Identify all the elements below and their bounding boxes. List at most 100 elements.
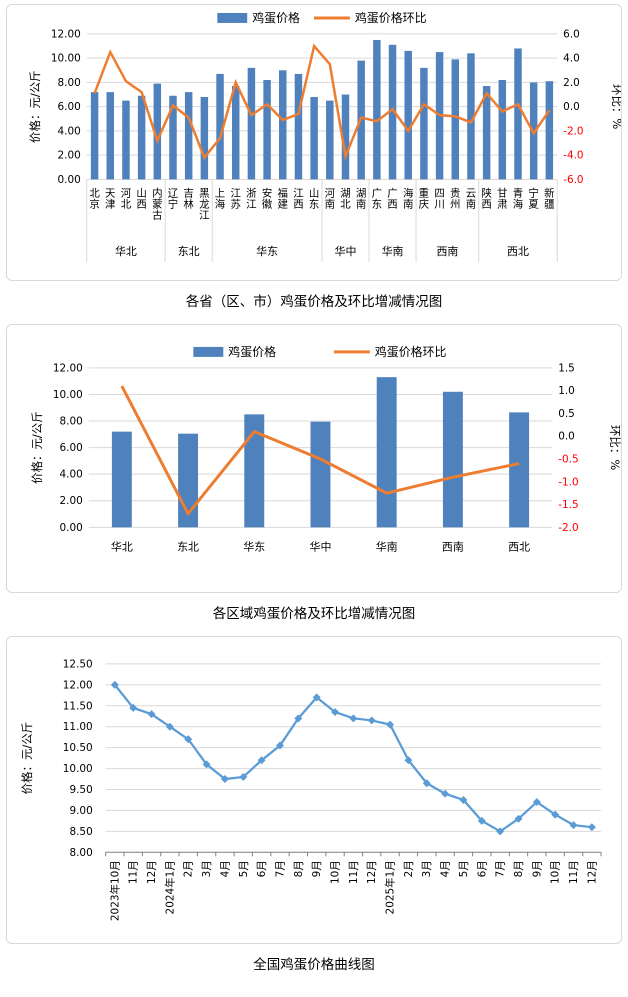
svg-text:福建: 福建 [278, 186, 289, 210]
svg-text:-2.0: -2.0 [563, 125, 583, 137]
svg-text:价格：元/公斤: 价格：元/公斤 [28, 70, 42, 143]
region-chart-panel: 0.00 2.00 4.00 6.00 8.00 10.00 12.00 -2.0 -1.5 -1… [6, 324, 622, 594]
svg-text:11月: 11月 [128, 860, 140, 884]
svg-text:江西: 江西 [293, 187, 304, 210]
svg-text:-1.5: -1.5 [558, 499, 578, 511]
svg-text:8月: 8月 [293, 860, 305, 877]
svg-text:华中: 华中 [310, 539, 332, 553]
svg-text:12.00: 12.00 [51, 28, 81, 40]
svg-text:9月: 9月 [531, 860, 543, 877]
legend: 鸡蛋价格 鸡蛋价格环比 [217, 10, 427, 25]
svg-text:12.50: 12.50 [63, 659, 93, 671]
svg-text:4月: 4月 [219, 860, 231, 877]
svg-text:5月: 5月 [458, 860, 470, 877]
svg-text:华东: 华东 [243, 539, 265, 553]
svg-text:2024年1月: 2024年1月 [163, 860, 176, 914]
svg-text:内蒙古: 内蒙古 [152, 186, 162, 221]
svg-text:宁夏: 宁夏 [528, 186, 539, 210]
svg-text:2.00: 2.00 [57, 150, 80, 162]
mom-line [93, 43, 551, 161]
svg-text:浙江: 浙江 [246, 187, 257, 210]
svg-text:华北: 华北 [111, 539, 133, 553]
svg-text:8.00: 8.00 [59, 416, 82, 428]
svg-text:6月: 6月 [476, 860, 488, 877]
legend: 鸡蛋价格 鸡蛋价格环比 [193, 344, 447, 359]
svg-text:2025年1月: 2025年1月 [384, 860, 397, 914]
svg-text:西北: 西北 [508, 540, 530, 553]
price-line [113, 684, 593, 833]
svg-text:2.00: 2.00 [59, 495, 82, 507]
svg-text:12月: 12月 [586, 860, 598, 884]
svg-text:贵州: 贵州 [450, 186, 460, 210]
svg-text:4.00: 4.00 [59, 469, 82, 481]
svg-text:天津: 天津 [105, 187, 116, 210]
svg-text:价格：元/公斤: 价格：元/公斤 [20, 722, 34, 795]
svg-text:华北: 华北 [115, 244, 137, 258]
svg-text:8.00: 8.00 [69, 847, 92, 859]
svg-text:辽宁: 辽宁 [168, 187, 179, 210]
svg-text:广西: 广西 [387, 187, 397, 210]
svg-text:8月: 8月 [513, 860, 525, 877]
svg-text:安徽: 安徽 [262, 186, 273, 210]
svg-text:北京: 北京 [89, 187, 100, 210]
svg-text:6月: 6月 [256, 860, 268, 877]
national-chart-title: 全国鸡蛋价格曲线图 [253, 957, 375, 974]
svg-text:湖南: 湖南 [356, 187, 366, 210]
svg-text:11月: 11月 [568, 860, 580, 884]
svg-text:鸡蛋价格: 鸡蛋价格 [228, 344, 276, 359]
svg-text:重庆: 重庆 [419, 186, 430, 210]
svg-text:2.0: 2.0 [563, 77, 580, 89]
svg-text:东北: 东北 [178, 245, 200, 258]
svg-text:青海: 青海 [513, 186, 524, 210]
svg-text:海南: 海南 [403, 186, 414, 210]
svg-text:价格：元/公斤: 价格：元/公斤 [30, 411, 44, 484]
svg-text:6.00: 6.00 [59, 442, 82, 454]
region-price-mom-chart: 0.00 2.00 4.00 6.00 8.00 10.00 12.00 -2.0 -1.5 -1… [30, 344, 621, 553]
svg-text:黑龙江: 黑龙江 [199, 187, 210, 221]
svg-text:-1.0: -1.0 [558, 476, 578, 488]
svg-text:1.0: 1.0 [558, 385, 575, 397]
province-price-mom-chart: 0.00 2.00 4.00 6.00 8.00 10.00 12.00 -6.0 -4.0 -2… [28, 10, 621, 263]
svg-text:山西: 山西 [136, 187, 146, 210]
svg-text:10月: 10月 [330, 860, 342, 884]
svg-text:东北: 东北 [177, 540, 199, 553]
svg-text:9.00: 9.00 [69, 805, 92, 817]
province-chart-panel: 0.00 2.00 4.00 6.00 8.00 10.00 12.00 -6.0 -4.0 -2… [6, 4, 622, 282]
svg-text:4.00: 4.00 [57, 125, 80, 137]
svg-text:3月: 3月 [201, 860, 213, 877]
svg-text:-0.5: -0.5 [558, 454, 578, 466]
svg-text:10月: 10月 [550, 860, 562, 884]
svg-text:2月: 2月 [183, 860, 195, 877]
svg-text:10.50: 10.50 [63, 742, 93, 754]
svg-text:9.50: 9.50 [69, 784, 92, 796]
svg-text:华东: 华东 [256, 244, 278, 258]
svg-text:华南: 华南 [382, 244, 404, 258]
svg-text:-4.0: -4.0 [563, 150, 583, 162]
svg-text:4月: 4月 [440, 860, 452, 877]
svg-text:环比：%: 环比：% [608, 425, 621, 470]
svg-text:山东: 山东 [309, 187, 319, 210]
svg-text:12月: 12月 [366, 860, 378, 884]
svg-text:鸡蛋价格环比: 鸡蛋价格环比 [375, 344, 447, 359]
svg-text:上海: 上海 [215, 187, 226, 210]
svg-text:陕西: 陕西 [481, 186, 492, 210]
svg-text:四川: 四川 [434, 187, 444, 210]
svg-text:河南: 河南 [325, 187, 336, 210]
svg-text:12.00: 12.00 [53, 362, 83, 374]
svg-text:0.5: 0.5 [558, 408, 575, 420]
svg-text:9月: 9月 [311, 860, 323, 877]
svg-text:吉林: 吉林 [183, 187, 194, 210]
svg-text:1.5: 1.5 [558, 362, 575, 374]
svg-text:湖北: 湖北 [340, 187, 351, 210]
data-point-markers [110, 681, 596, 836]
svg-text:7月: 7月 [495, 860, 507, 877]
svg-text:西南: 西南 [436, 245, 458, 258]
svg-text:0.0: 0.0 [563, 101, 580, 113]
svg-text:华南: 华南 [376, 539, 398, 553]
svg-text:华中: 华中 [335, 244, 357, 258]
gridlines [105, 663, 602, 833]
gridlines [86, 33, 558, 180]
svg-text:8.50: 8.50 [69, 826, 92, 838]
svg-text:2月: 2月 [403, 860, 415, 877]
